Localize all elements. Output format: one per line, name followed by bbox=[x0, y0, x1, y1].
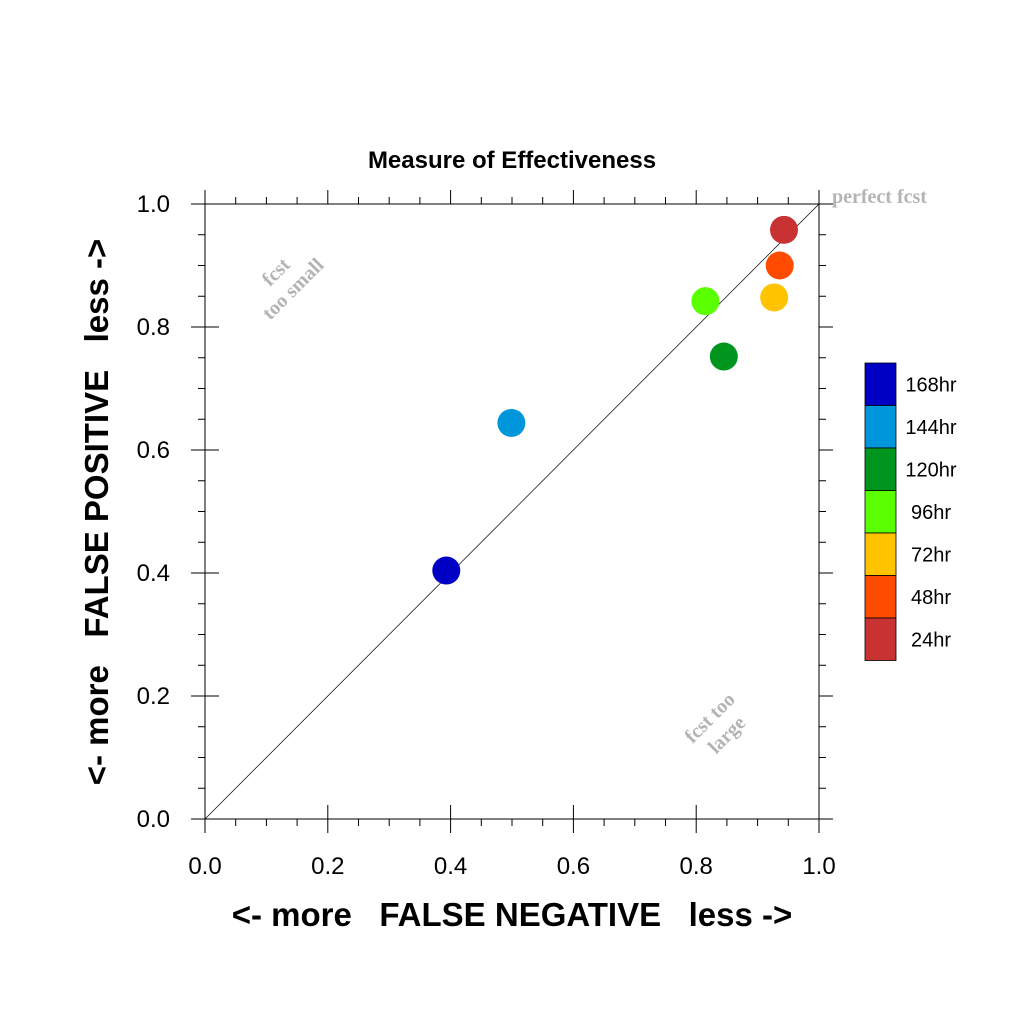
y-tick-label: 1.0 bbox=[137, 191, 170, 218]
y-tick-label: 0.8 bbox=[137, 314, 170, 341]
legend: 168hr 144hr 120hr 96hr 72hr 48hr 24hr bbox=[864, 362, 957, 661]
x-tick-label: 0.4 bbox=[434, 853, 467, 880]
data-point-120hr bbox=[709, 342, 738, 371]
legend-label-24hr: 24hr bbox=[911, 629, 951, 651]
annotations: perfect fcst fcst too small fcst too lar… bbox=[258, 186, 927, 758]
legend-swatch-96hr bbox=[864, 490, 897, 534]
axes: 0.0 0.2 0.4 0.6 0.8 1.0 0.0 0.2 0.4 0.6 0.8 1.0 bbox=[137, 190, 836, 880]
x-tick-label: 0.8 bbox=[680, 853, 713, 880]
x-tick-label: 0.0 bbox=[188, 853, 221, 880]
x-tick-label: 0.2 bbox=[311, 853, 344, 880]
chart-title: Measure of Effectiveness bbox=[368, 147, 656, 174]
data-point-168hr bbox=[432, 556, 461, 585]
legend-label-120hr: 120hr bbox=[905, 459, 956, 481]
x-axis-label: <- more FALSE NEGATIVE less -> bbox=[232, 896, 793, 933]
data-point-144hr bbox=[497, 408, 526, 437]
legend-swatch-48hr bbox=[864, 575, 897, 619]
legend-swatch-72hr bbox=[864, 532, 897, 576]
legend-label-144hr: 144hr bbox=[905, 417, 956, 439]
data-points bbox=[432, 215, 799, 585]
y-tick-label: 0.2 bbox=[137, 683, 170, 710]
annotation-perfect-fcst: perfect fcst bbox=[832, 186, 927, 208]
x-tick-label: 1.0 bbox=[802, 853, 835, 880]
legend-swatch-168hr bbox=[864, 362, 897, 406]
x-tick-label: 0.6 bbox=[557, 853, 590, 880]
y-tick-label: 0.6 bbox=[137, 437, 170, 464]
legend-label-48hr: 48hr bbox=[911, 587, 951, 609]
data-point-96hr bbox=[691, 287, 720, 316]
legend-swatch-120hr bbox=[864, 447, 897, 491]
legend-label-72hr: 72hr bbox=[911, 544, 951, 566]
data-point-24hr bbox=[770, 215, 799, 244]
legend-swatch-144hr bbox=[864, 405, 897, 449]
data-point-72hr bbox=[760, 283, 789, 312]
legend-label-168hr: 168hr bbox=[905, 374, 956, 396]
y-axis-label: <- more FALSE POSITIVE less -> bbox=[78, 239, 115, 786]
legend-swatch-24hr bbox=[864, 617, 897, 661]
y-tick-label: 0.0 bbox=[137, 806, 170, 833]
data-point-48hr bbox=[765, 251, 794, 280]
y-tick-label: 0.4 bbox=[137, 560, 170, 587]
legend-label-96hr: 96hr bbox=[911, 502, 951, 524]
